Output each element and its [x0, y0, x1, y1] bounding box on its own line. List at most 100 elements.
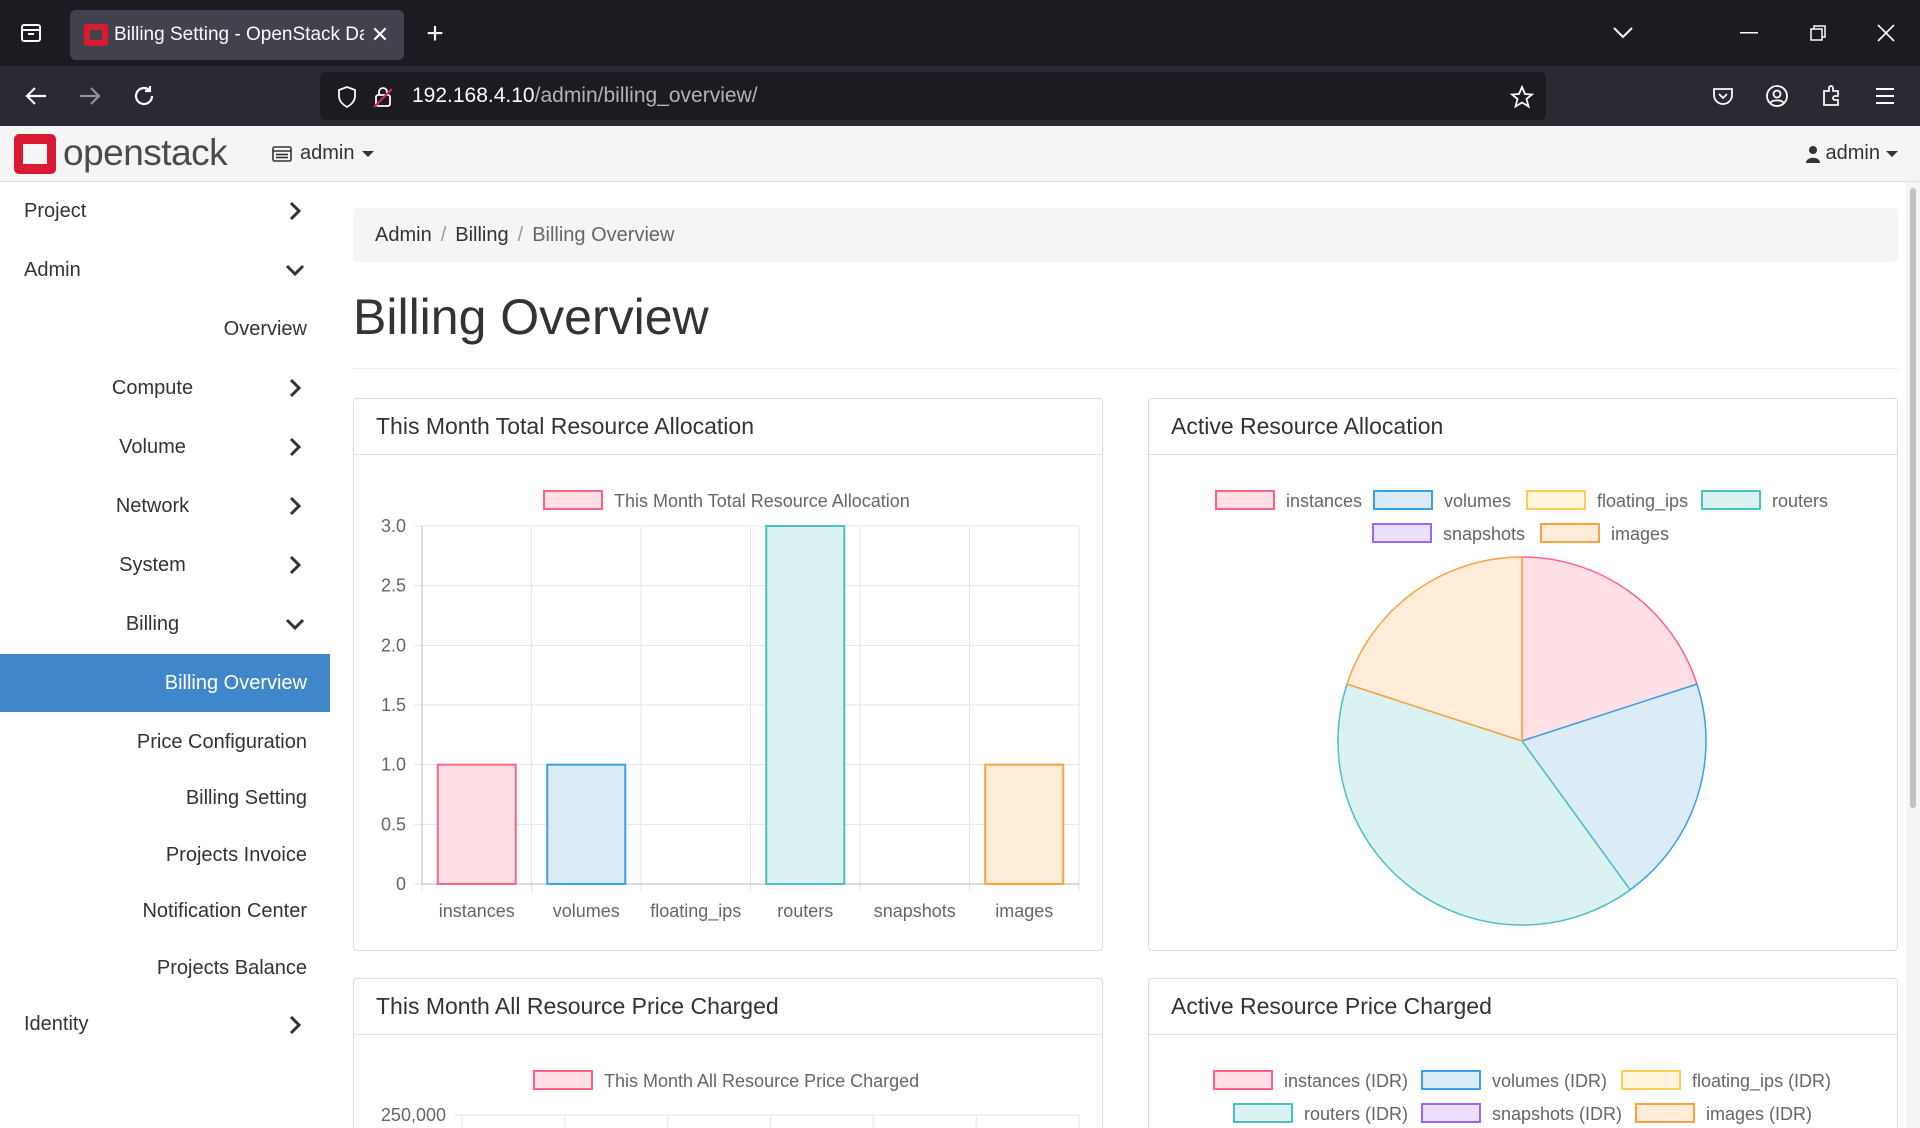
bar-images[interactable]	[984, 763, 1065, 885]
sidebar-item-identity[interactable]: Identity	[0, 996, 330, 1054]
chevron-right-icon	[282, 434, 308, 460]
panel-title: This Month Total Resource Allocation	[354, 399, 1102, 455]
legend-swatch	[1372, 523, 1432, 543]
legend-entry[interactable]: routers	[1701, 490, 1828, 511]
sidebar-item-project[interactable]: Project	[0, 182, 330, 240]
total-allocation-panel: This Month Total Resource Allocation Thi…	[353, 398, 1103, 951]
page-scrollbar[interactable]	[1906, 182, 1920, 1128]
sidebar-item-label: Notification Center	[142, 900, 307, 922]
legend-swatch	[1215, 490, 1275, 510]
pie-slice-routers[interactable]	[1337, 683, 1632, 926]
user-menu[interactable]: admin	[1805, 142, 1898, 165]
active-allocation-pie-chart: instances volumes floating_ips routers snaps…	[1215, 490, 1828, 926]
browser-tab[interactable]: Billing Setting - OpenStack Dashboard ✕	[70, 10, 404, 60]
legend-entry[interactable]: This Month Total Resource Allocation	[543, 490, 910, 511]
legend-label: floating_ips (IDR)	[1692, 1071, 1831, 1092]
sidebar-item-admin[interactable]: Admin	[0, 241, 330, 299]
restore-window-icon[interactable]	[1803, 18, 1833, 48]
legend-entry[interactable]: images (IDR)	[1635, 1103, 1812, 1124]
openstack-favicon-icon	[84, 24, 108, 46]
legend-entry[interactable]: images	[1540, 523, 1669, 544]
legend-entry[interactable]: instances (IDR)	[1213, 1070, 1408, 1091]
y-tick-label: 0.5	[381, 814, 406, 834]
sidebar-item-volume[interactable]: Volume	[0, 418, 330, 476]
sidebar-item-network[interactable]: Network	[0, 477, 330, 535]
legend-entry[interactable]: floating_ips	[1526, 490, 1688, 512]
breadcrumb-billing[interactable]: Billing	[455, 223, 509, 246]
browser-toolbar: 192.168.4.10/admin/billing_overview/	[0, 66, 1920, 126]
legend-entry[interactable]: This Month All Resource Price Charged	[533, 1070, 919, 1091]
legend-entry[interactable]: snapshots (IDR)	[1421, 1103, 1622, 1124]
title-divider	[353, 368, 1898, 369]
breadcrumb-admin[interactable]: Admin	[375, 223, 432, 246]
pocket-icon[interactable]	[1708, 81, 1738, 111]
url-text[interactable]: 192.168.4.10/admin/billing_overview/	[412, 84, 758, 108]
user-icon	[1805, 145, 1820, 163]
tab-title: Billing Setting - OpenStack Dashboard	[114, 24, 364, 45]
chevron-down-icon[interactable]	[1608, 18, 1638, 48]
x-tick-label: images	[995, 901, 1053, 921]
legend-swatch	[1213, 1070, 1273, 1090]
new-tab-icon[interactable]: +	[426, 17, 444, 50]
sidebar-item-billing-setting[interactable]: Billing Setting	[0, 770, 330, 828]
bar-instances[interactable]	[436, 763, 517, 885]
sidebar-item-billing-overview[interactable]: Billing Overview	[0, 654, 330, 712]
breadcrumb: Admin / Billing / Billing Overview	[353, 208, 1898, 262]
y-tick-label: 250,000	[381, 1105, 446, 1125]
back-arrow-icon[interactable]	[20, 81, 52, 111]
x-tick-label: routers	[777, 901, 833, 921]
all-price-bar-chart: This Month All Resource Price Charged 250…	[381, 1070, 1080, 1128]
sidebar-item-billing[interactable]: Billing	[0, 595, 330, 653]
sidebar-item-projects-balance[interactable]: Projects Balance	[0, 939, 330, 997]
sidebar-item-compute[interactable]: Compute	[0, 359, 330, 417]
legend-entry[interactable]: snapshots	[1372, 523, 1525, 544]
sidebar-item-label: Billing Setting	[185, 787, 307, 809]
project-name: admin	[300, 142, 355, 164]
openstack-logo-icon[interactable]	[14, 134, 56, 174]
address-bar[interactable]: 192.168.4.10/admin/billing_overview/	[320, 72, 1546, 120]
reload-icon[interactable]	[128, 81, 160, 111]
sidebar-item-label: Identity	[24, 1013, 89, 1035]
sidebar-item-notification-center[interactable]: Notification Center	[0, 883, 330, 941]
sidebar-item-label: Network	[115, 494, 190, 517]
pie-slice-volumes[interactable]	[1520, 683, 1707, 891]
legend-label: instances	[1286, 491, 1362, 511]
sidebar-item-price-configuration[interactable]: Price Configuration	[0, 713, 330, 771]
legend-label: snapshots	[1443, 524, 1525, 544]
pie-slice-instances[interactable]	[1521, 556, 1698, 743]
legend-entry[interactable]: volumes (IDR)	[1421, 1070, 1607, 1091]
chevron-right-icon	[282, 552, 308, 578]
legend-entry[interactable]: floating_ips (IDR)	[1621, 1070, 1831, 1092]
pie-slice-images[interactable]	[1346, 556, 1523, 743]
minimize-window-icon[interactable]	[1734, 18, 1764, 48]
hamburger-menu-icon[interactable]	[1870, 81, 1900, 111]
active-price-pie-chart: instances (IDR) volumes (IDR) floating_ips…	[1213, 1070, 1831, 1124]
bookmark-star-icon[interactable]	[1508, 83, 1536, 111]
close-tab-icon[interactable]: ✕	[370, 22, 390, 47]
sidebar-item-overview[interactable]: Overview	[0, 300, 330, 358]
project-switcher[interactable]: admin	[272, 142, 375, 165]
sidebar-item-label: Overview	[223, 317, 307, 340]
forward-arrow-icon[interactable]	[74, 81, 106, 111]
tab-list-icon[interactable]	[16, 18, 46, 48]
legend-label: images	[1611, 524, 1669, 544]
extensions-icon[interactable]	[1816, 81, 1846, 111]
sidebar-item-projects-invoice[interactable]: Projects Invoice	[0, 826, 330, 884]
shield-icon[interactable]	[334, 84, 360, 110]
legend-label: floating_ips	[1597, 491, 1688, 512]
insecure-lock-icon[interactable]	[370, 84, 396, 110]
close-window-icon[interactable]	[1871, 18, 1901, 48]
legend-label: images (IDR)	[1706, 1104, 1812, 1124]
openstack-header: openstack admin admin	[0, 126, 1920, 182]
scrollbar-thumb[interactable]	[1910, 188, 1916, 808]
sidebar-item-system[interactable]: System	[0, 536, 330, 594]
bar-routers[interactable]	[765, 525, 846, 885]
legend-entry[interactable]: instances	[1215, 490, 1362, 511]
sidebar-item-label: Projects Invoice	[165, 843, 307, 866]
legend-entry[interactable]: volumes	[1373, 490, 1511, 511]
bar-volumes[interactable]	[546, 763, 627, 885]
logo-text[interactable]: openstack	[63, 132, 228, 173]
account-icon[interactable]	[1762, 81, 1792, 111]
legend-swatch	[533, 1070, 593, 1090]
legend-entry[interactable]: routers (IDR)	[1233, 1103, 1408, 1124]
